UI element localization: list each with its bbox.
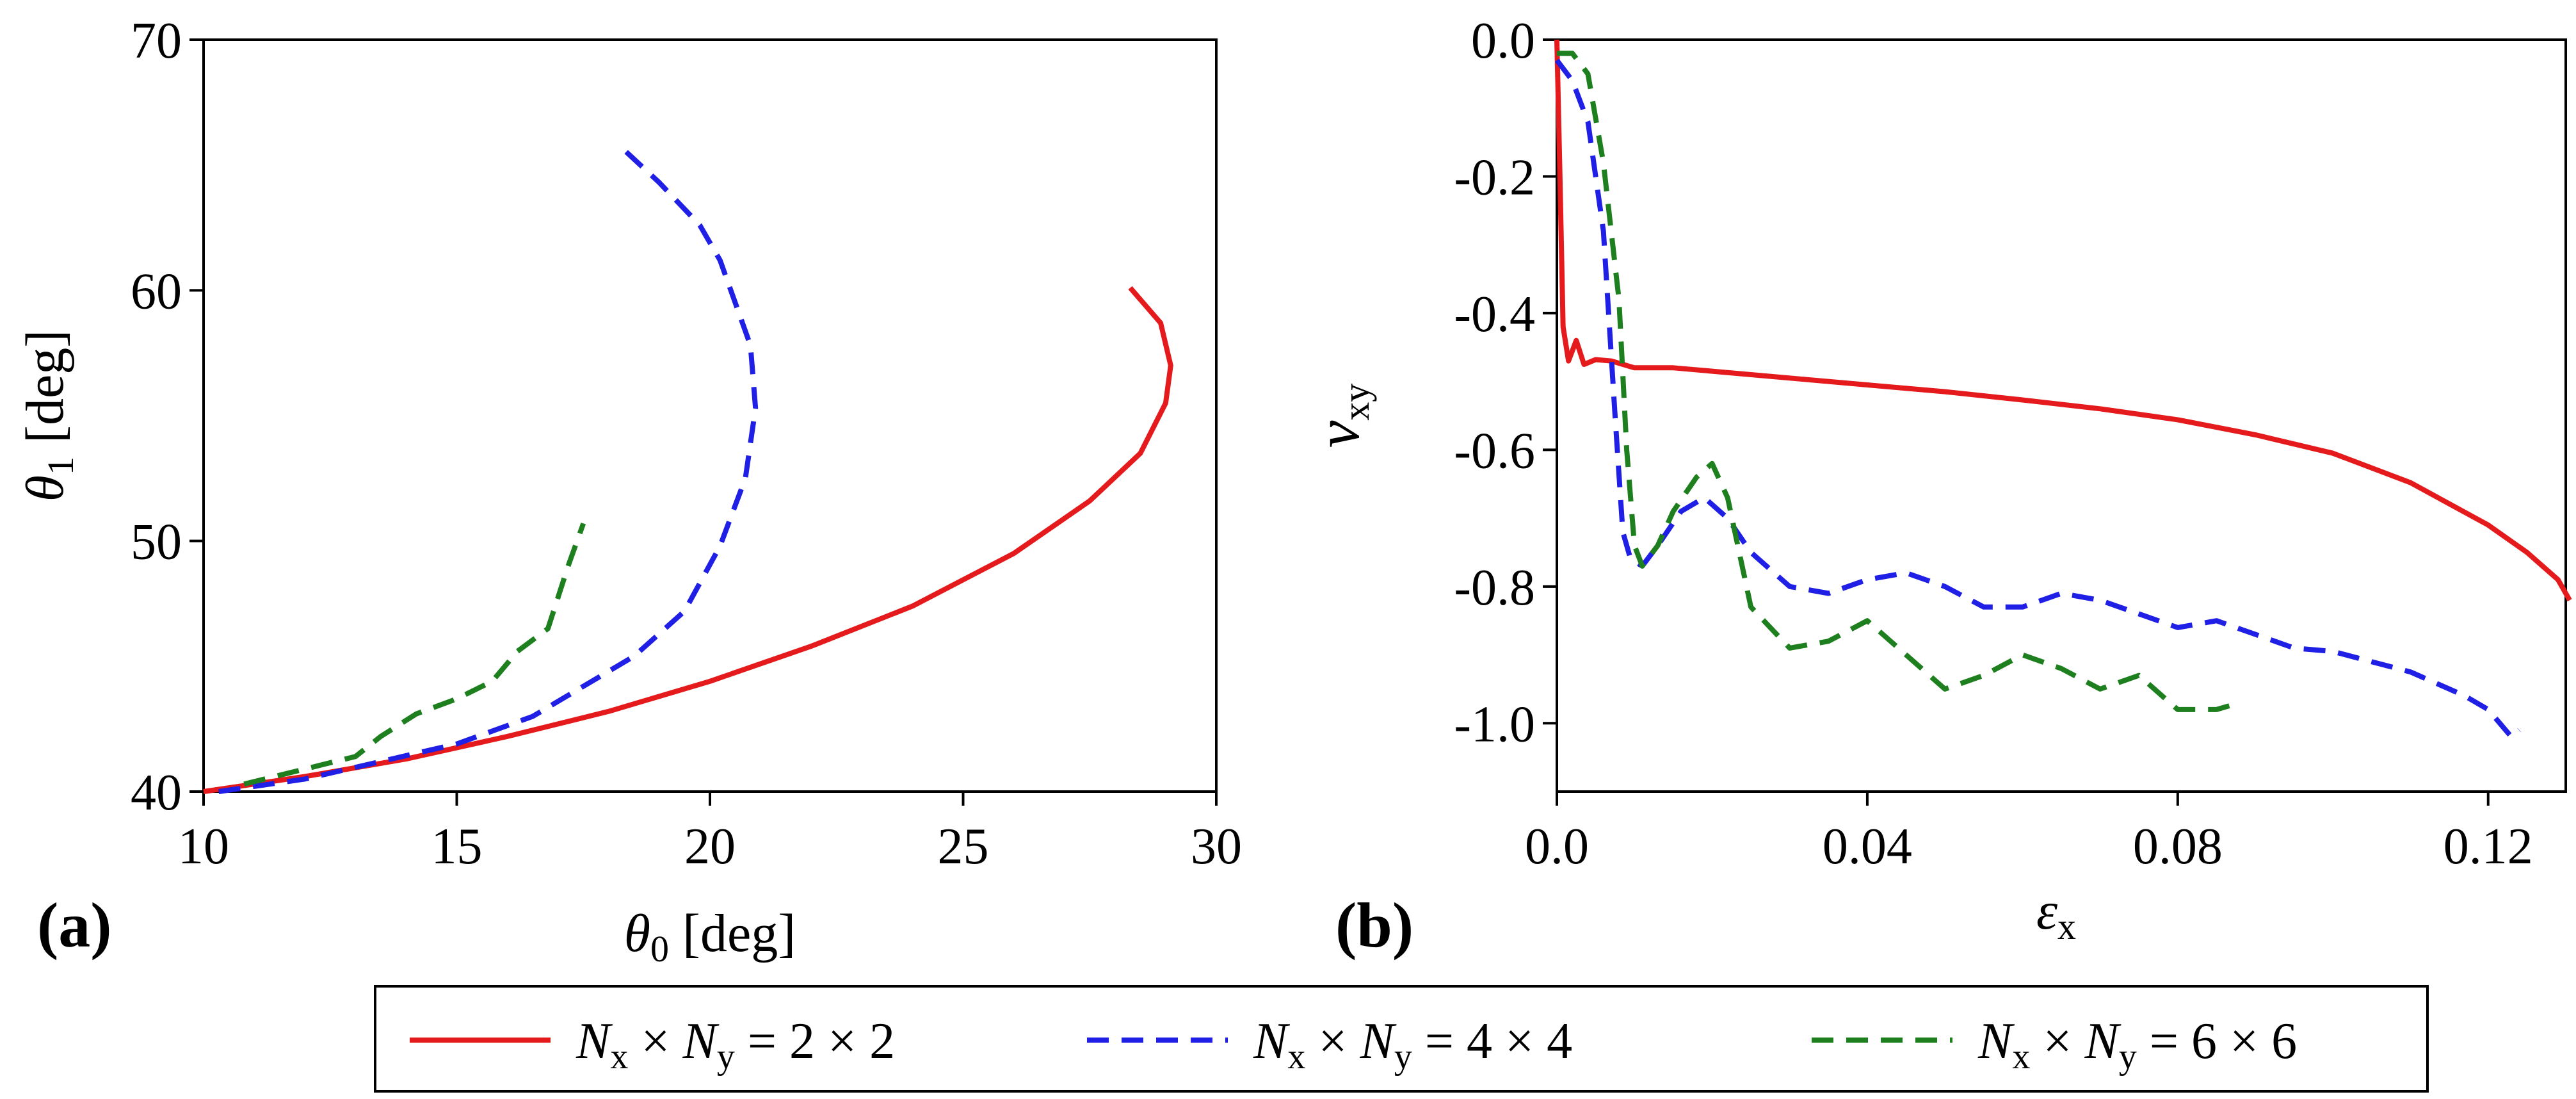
legend-label-part: ×: [628, 1013, 682, 1070]
panel-b-y-axis-symbol: ν: [1303, 420, 1372, 448]
legend-label-part: N: [682, 1013, 720, 1070]
panel-b-x-tick-label: 0.12: [2443, 818, 2533, 875]
legend-label-part: N: [1359, 1013, 1397, 1070]
panel-a-x-axis-subscript: 0: [650, 928, 669, 970]
panel-b-series-line-1: [1554, 39, 2572, 602]
panel-b-y-tick-label: -1.0: [1454, 696, 1535, 753]
panel-b-x-axis-subscript: x: [2057, 906, 2076, 947]
panel-b-chart: 0.0 0.04 0.08 0.12 0.0 -0.2 -0.4 -0.6 -0.8 -1.0 ε…: [1303, 13, 2572, 961]
panel-a-y-axis-subscript: 1: [40, 457, 81, 475]
legend-label-1: Nx × Ny = 2 × 2: [576, 1013, 895, 1077]
panel-a-x-tick-label: 25: [938, 818, 989, 875]
panel-a-series: [203, 143, 1173, 794]
legend-label-part: = 4 × 4: [1412, 1013, 1572, 1070]
legend-label-2: Nx × Ny = 4 × 4: [1253, 1013, 1572, 1077]
panel-a-series-line-3: [243, 522, 586, 787]
panel-a-y-tick-label: 40: [131, 765, 182, 821]
legend-label-part: y: [717, 1037, 735, 1077]
panel-a-ticks: 10 15 20 25 30 40 50 60 70: [131, 13, 1242, 875]
legend-items: Nx × Ny = 2 × 2 Nx × Ny = 4 × 4 Nx × Ny = …: [410, 1013, 2297, 1077]
panel-b-x-axis-label: εx: [2036, 881, 2076, 947]
panel-b-label: (b): [1335, 890, 1413, 961]
panel-b-series-line-3: [1557, 51, 2241, 712]
panel-a-y-tick-label: 60: [131, 263, 182, 320]
legend-label-part: = 6 × 6: [2137, 1013, 2297, 1070]
panel-a-y-axis-unit: [deg]: [15, 330, 75, 457]
panel-b-ticks: 0.0 0.04 0.08 0.12 0.0 -0.2 -0.4 -0.6 -0.8 -1.0: [1454, 13, 2532, 875]
legend-label-part: N: [2084, 1013, 2121, 1070]
panel-b-y-tick-label: -0.8: [1454, 560, 1535, 616]
panel-a-x-axis-label: θ0 [deg]: [624, 904, 796, 970]
panel-a-x-tick-label: 20: [684, 818, 736, 875]
panel-b-series: [1554, 39, 2572, 740]
legend-label-part: ×: [1305, 1013, 1360, 1070]
legend-label-part: x: [2012, 1037, 2030, 1077]
panel-a-y-axis-label: θ1 [deg]: [15, 330, 81, 502]
panel-b-y-tick-label: -0.6: [1454, 423, 1535, 479]
panel-a-series-line-2: [218, 143, 759, 794]
panel-a-y-axis-symbol: θ: [15, 475, 75, 501]
legend-label-part: N: [1253, 1013, 1291, 1070]
legend-label-part: x: [1287, 1037, 1305, 1077]
panel-a-y-tick-label: 50: [131, 514, 182, 571]
panel-b-series-line-2: [1554, 58, 2521, 740]
panel-b-y-axis-label: νxy: [1303, 384, 1377, 448]
panel-b-x-tick-label: 0.08: [2133, 818, 2223, 875]
legend-label-part: ×: [2030, 1013, 2084, 1070]
panel-b-x-tick-label: 0.0: [1525, 818, 1589, 875]
panel-b-y-axis-subscript: xy: [1335, 384, 1377, 421]
legend-label-part: = 2 × 2: [735, 1013, 895, 1070]
legend-label-part: y: [1394, 1037, 1412, 1077]
legend-label-part: N: [576, 1013, 613, 1070]
panel-a-x-tick-label: 15: [431, 818, 483, 875]
legend-label-part: N: [1977, 1013, 2015, 1070]
legend: Nx × Ny = 2 × 2 Nx × Ny = 4 × 4 Nx × Ny = …: [374, 985, 2429, 1093]
panel-b-x-tick-label: 0.04: [1823, 818, 1912, 875]
legend-box: [374, 985, 2429, 1093]
panel-a-label: (a): [37, 890, 112, 961]
panel-b-plot-frame: [1556, 38, 2567, 793]
panel-b-y-tick-label: 0.0: [1471, 13, 1535, 69]
panel-b-y-tick-label: -0.2: [1454, 149, 1535, 206]
panel-b-y-tick-label: -0.4: [1454, 286, 1535, 343]
panel-a-y-tick-label: 70: [131, 13, 182, 69]
panel-a-x-axis-symbol: θ: [624, 904, 650, 963]
panel-a-x-tick-label: 30: [1191, 818, 1242, 875]
legend-label-part: x: [610, 1037, 628, 1077]
panel-a-x-axis-unit: [deg]: [669, 904, 796, 963]
panel-b-x-axis-symbol: ε: [2036, 881, 2058, 941]
legend-label-3: Nx × Ny = 6 × 6: [1977, 1013, 2297, 1077]
panel-a-x-tick-label: 10: [178, 818, 229, 875]
legend-label-part: y: [2119, 1037, 2137, 1077]
panel-a-series-line-1: [203, 286, 1173, 794]
